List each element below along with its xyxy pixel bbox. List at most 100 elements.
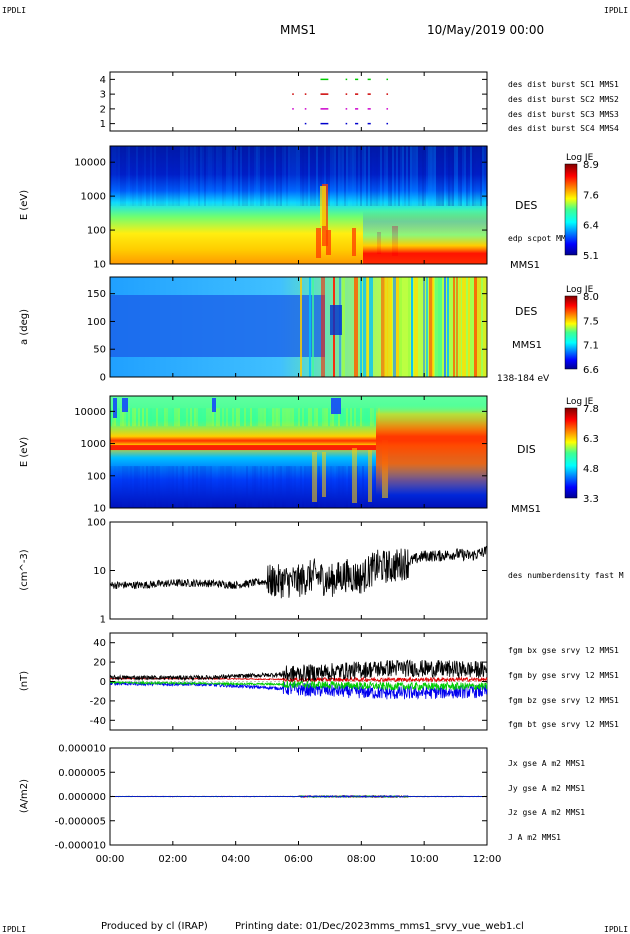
dis-energy-column — [326, 466, 328, 508]
dis-energy-column — [282, 408, 284, 427]
dis-energy-column — [368, 408, 370, 427]
des-energy-column — [342, 146, 344, 206]
des-energy-column — [126, 146, 128, 206]
dis-energy-column — [128, 408, 130, 427]
des-energy-column — [130, 146, 132, 206]
dis-energy-column — [152, 466, 154, 508]
dis-energy-colorbar — [564, 407, 578, 499]
des-energy-column — [264, 146, 266, 206]
des-energy-column — [358, 146, 360, 206]
des-energy-column — [416, 146, 418, 206]
dis-energy-column — [342, 466, 344, 508]
des-energy-column — [250, 146, 252, 206]
dis-energy-column — [260, 408, 262, 427]
dis-energy-feature — [113, 398, 117, 418]
bfield-series-line — [109, 679, 488, 692]
des-energy-column — [404, 146, 406, 206]
ytick-label: -20 — [90, 696, 106, 707]
des-energy-column — [192, 146, 194, 206]
des-energy-column — [138, 146, 140, 206]
des-energy-column — [360, 146, 362, 206]
dis-energy-feature — [322, 452, 326, 497]
dis-energy-column — [130, 408, 132, 427]
des-pitch-column — [423, 277, 425, 377]
dis-energy-column — [164, 466, 166, 508]
dis-energy-column — [256, 466, 258, 508]
des-pitch-column — [360, 277, 362, 377]
des-pitch-column — [459, 277, 461, 377]
des-energy-column — [210, 146, 212, 206]
dis-energy-column — [226, 408, 228, 427]
des-energy-column — [410, 146, 412, 206]
des-energy-column — [244, 146, 246, 206]
dis-energy-column — [322, 408, 324, 427]
dis-energy-column — [178, 408, 180, 427]
dis-energy-column — [252, 408, 254, 427]
dis-energy-column — [344, 408, 346, 427]
dis-energy-column — [204, 408, 206, 427]
des-pitch-ylabel: a (deg) — [19, 309, 30, 345]
dis-energy-column — [122, 466, 124, 508]
dis-energy-column — [174, 408, 176, 427]
dis-energy-column — [244, 466, 246, 508]
dis-energy-column — [208, 408, 210, 427]
dis-energy-column — [212, 466, 214, 508]
panel-density: 1 10 100 (cm^-3) des numberdensity fast M — [19, 518, 624, 626]
des-energy-column — [150, 146, 152, 206]
dis-energy-column — [258, 466, 260, 508]
des-energy-column — [308, 146, 310, 206]
corner-label-br: IPDLI — [604, 925, 628, 934]
panel-burst: 1 2 3 4 des dist burst SC1 MMS1 des dist bu… — [100, 71, 619, 133]
dis-energy-column — [190, 408, 192, 427]
panel-current: -0.000010 -0.000005 0.000000 0.000005 0.0000… — [19, 744, 585, 852]
dis-energy-column — [248, 466, 250, 508]
dis-energy-column — [188, 408, 190, 427]
dis-energy-column — [310, 466, 312, 508]
dis-energy-column — [294, 408, 296, 427]
dis-energy-column — [202, 466, 204, 508]
bfield-legend-bt: fgm bt gse srvy l2 MMS1 — [508, 720, 619, 729]
des-energy-column — [394, 146, 396, 206]
dis-energy-column — [144, 408, 146, 427]
footer-produced-by: Produced by cl (IRAP) — [101, 921, 208, 932]
dis-energy-column — [370, 408, 372, 427]
colorbar-tick-label: 7.1 — [583, 341, 599, 352]
des-energy-column — [428, 146, 430, 206]
des-energy-column — [288, 146, 290, 206]
des-energy-column — [216, 146, 218, 206]
dis-energy-column — [208, 466, 210, 508]
dis-energy-column — [272, 408, 274, 427]
des-pitch-column — [312, 277, 314, 377]
dis-energy-column — [160, 408, 162, 427]
dis-energy-feature — [312, 452, 317, 502]
des-energy-column — [182, 146, 184, 206]
colorbar-tick-label: 7.8 — [583, 404, 599, 415]
dis-energy-column — [246, 466, 248, 508]
des-energy-variations — [110, 146, 488, 258]
des-energy-column — [348, 146, 350, 206]
des-energy-column — [392, 146, 394, 206]
des-energy-column — [222, 146, 224, 206]
dis-energy-column — [118, 466, 120, 508]
dis-energy-column — [134, 408, 136, 427]
dis-energy-column — [364, 466, 366, 508]
des-energy-column — [398, 146, 400, 206]
des-energy-column — [292, 146, 294, 206]
dis-energy-column — [232, 466, 234, 508]
density-series-line — [109, 545, 488, 599]
dis-energy-column — [192, 466, 194, 508]
dis-energy-column — [280, 466, 282, 508]
dis-energy-column — [146, 408, 148, 427]
dis-energy-column — [138, 466, 140, 508]
current-legend-j: J A m2 MMS1 — [508, 833, 561, 842]
dis-energy-column — [272, 466, 274, 508]
footer-filename: mms_mms1_srvy_vue_web1.cl — [370, 921, 524, 932]
des-energy-column — [310, 146, 312, 206]
des-pitch-energy-range: 138-184 eV — [497, 374, 550, 384]
des-energy-column — [450, 146, 452, 206]
dis-energy-column — [180, 408, 182, 427]
dis-energy-column — [302, 466, 304, 508]
des-energy-column — [396, 146, 398, 206]
dis-energy-column — [304, 408, 306, 427]
des-energy-column — [174, 146, 176, 206]
